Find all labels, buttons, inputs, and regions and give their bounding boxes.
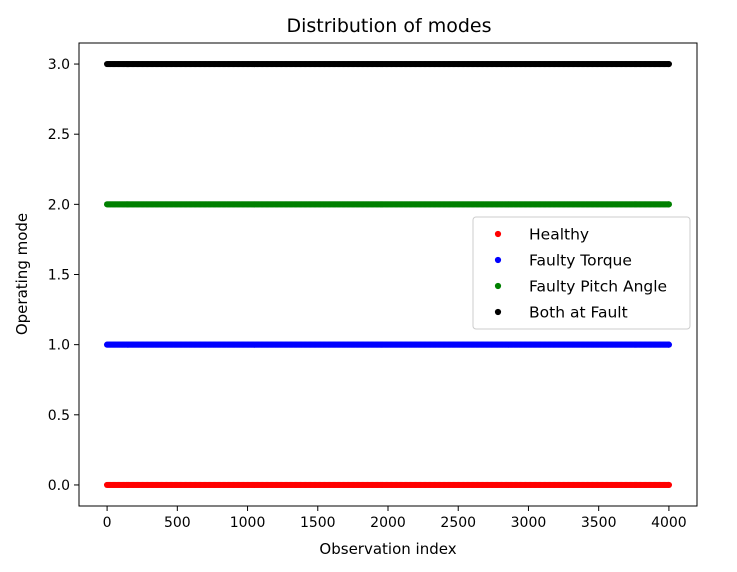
legend-marker: [494, 308, 502, 316]
legend: Healthy Faulty Torque Faulty Pitch Angle Bo…: [472, 216, 691, 330]
x-tick-label: 3000: [511, 515, 547, 531]
data-point: [665, 60, 673, 68]
x-axis: 0 500 1000 1500 2000 2500 3000 3500 4000: [103, 506, 687, 531]
legend-label: Faulty Pitch Angle: [529, 278, 667, 296]
x-tick-label: 4000: [651, 515, 687, 531]
legend-box: [472, 216, 691, 330]
x-tick-label: 2000: [370, 515, 406, 531]
chart-title: Distribution of modes: [286, 15, 491, 37]
data-point: [665, 341, 673, 348]
legend-label: Healthy: [529, 226, 589, 244]
x-axis-label: Observation index: [319, 540, 456, 558]
x-tick-label: 3500: [581, 515, 617, 531]
y-tick-label: 0.5: [48, 408, 70, 424]
series-layer: [103, 60, 673, 489]
data-point: [665, 481, 673, 489]
y-tick-label: 1.0: [48, 338, 70, 354]
y-tick-label: 2.0: [48, 197, 70, 213]
x-tick-label: 1500: [300, 515, 336, 531]
legend-label: Both at Fault: [529, 304, 628, 322]
x-tick-label: 500: [164, 515, 191, 531]
series-faulty-pitch-angle: [103, 201, 673, 208]
y-tick-label: 0.0: [48, 478, 70, 494]
x-tick-label: 0: [103, 515, 112, 531]
x-tick-label: 1000: [230, 515, 266, 531]
y-tick-label: 3.0: [48, 57, 70, 73]
y-tick-label: 2.5: [48, 127, 70, 143]
data-point: [665, 201, 673, 208]
series-faulty-torque: [103, 341, 673, 348]
series-both-at-fault: [103, 60, 673, 68]
x-tick-label: 2500: [440, 515, 476, 531]
legend-marker: [494, 256, 502, 264]
y-tick-label: 1.5: [48, 268, 70, 284]
y-axis-label: Operating mode: [13, 213, 31, 335]
series-healthy: [103, 481, 673, 489]
y-axis: 0.0 0.5 1.0 1.5 2.0 2.5 3.0: [48, 57, 79, 494]
legend-label: Faulty Torque: [529, 252, 632, 270]
legend-marker: [494, 230, 502, 238]
legend-marker: [494, 282, 502, 290]
